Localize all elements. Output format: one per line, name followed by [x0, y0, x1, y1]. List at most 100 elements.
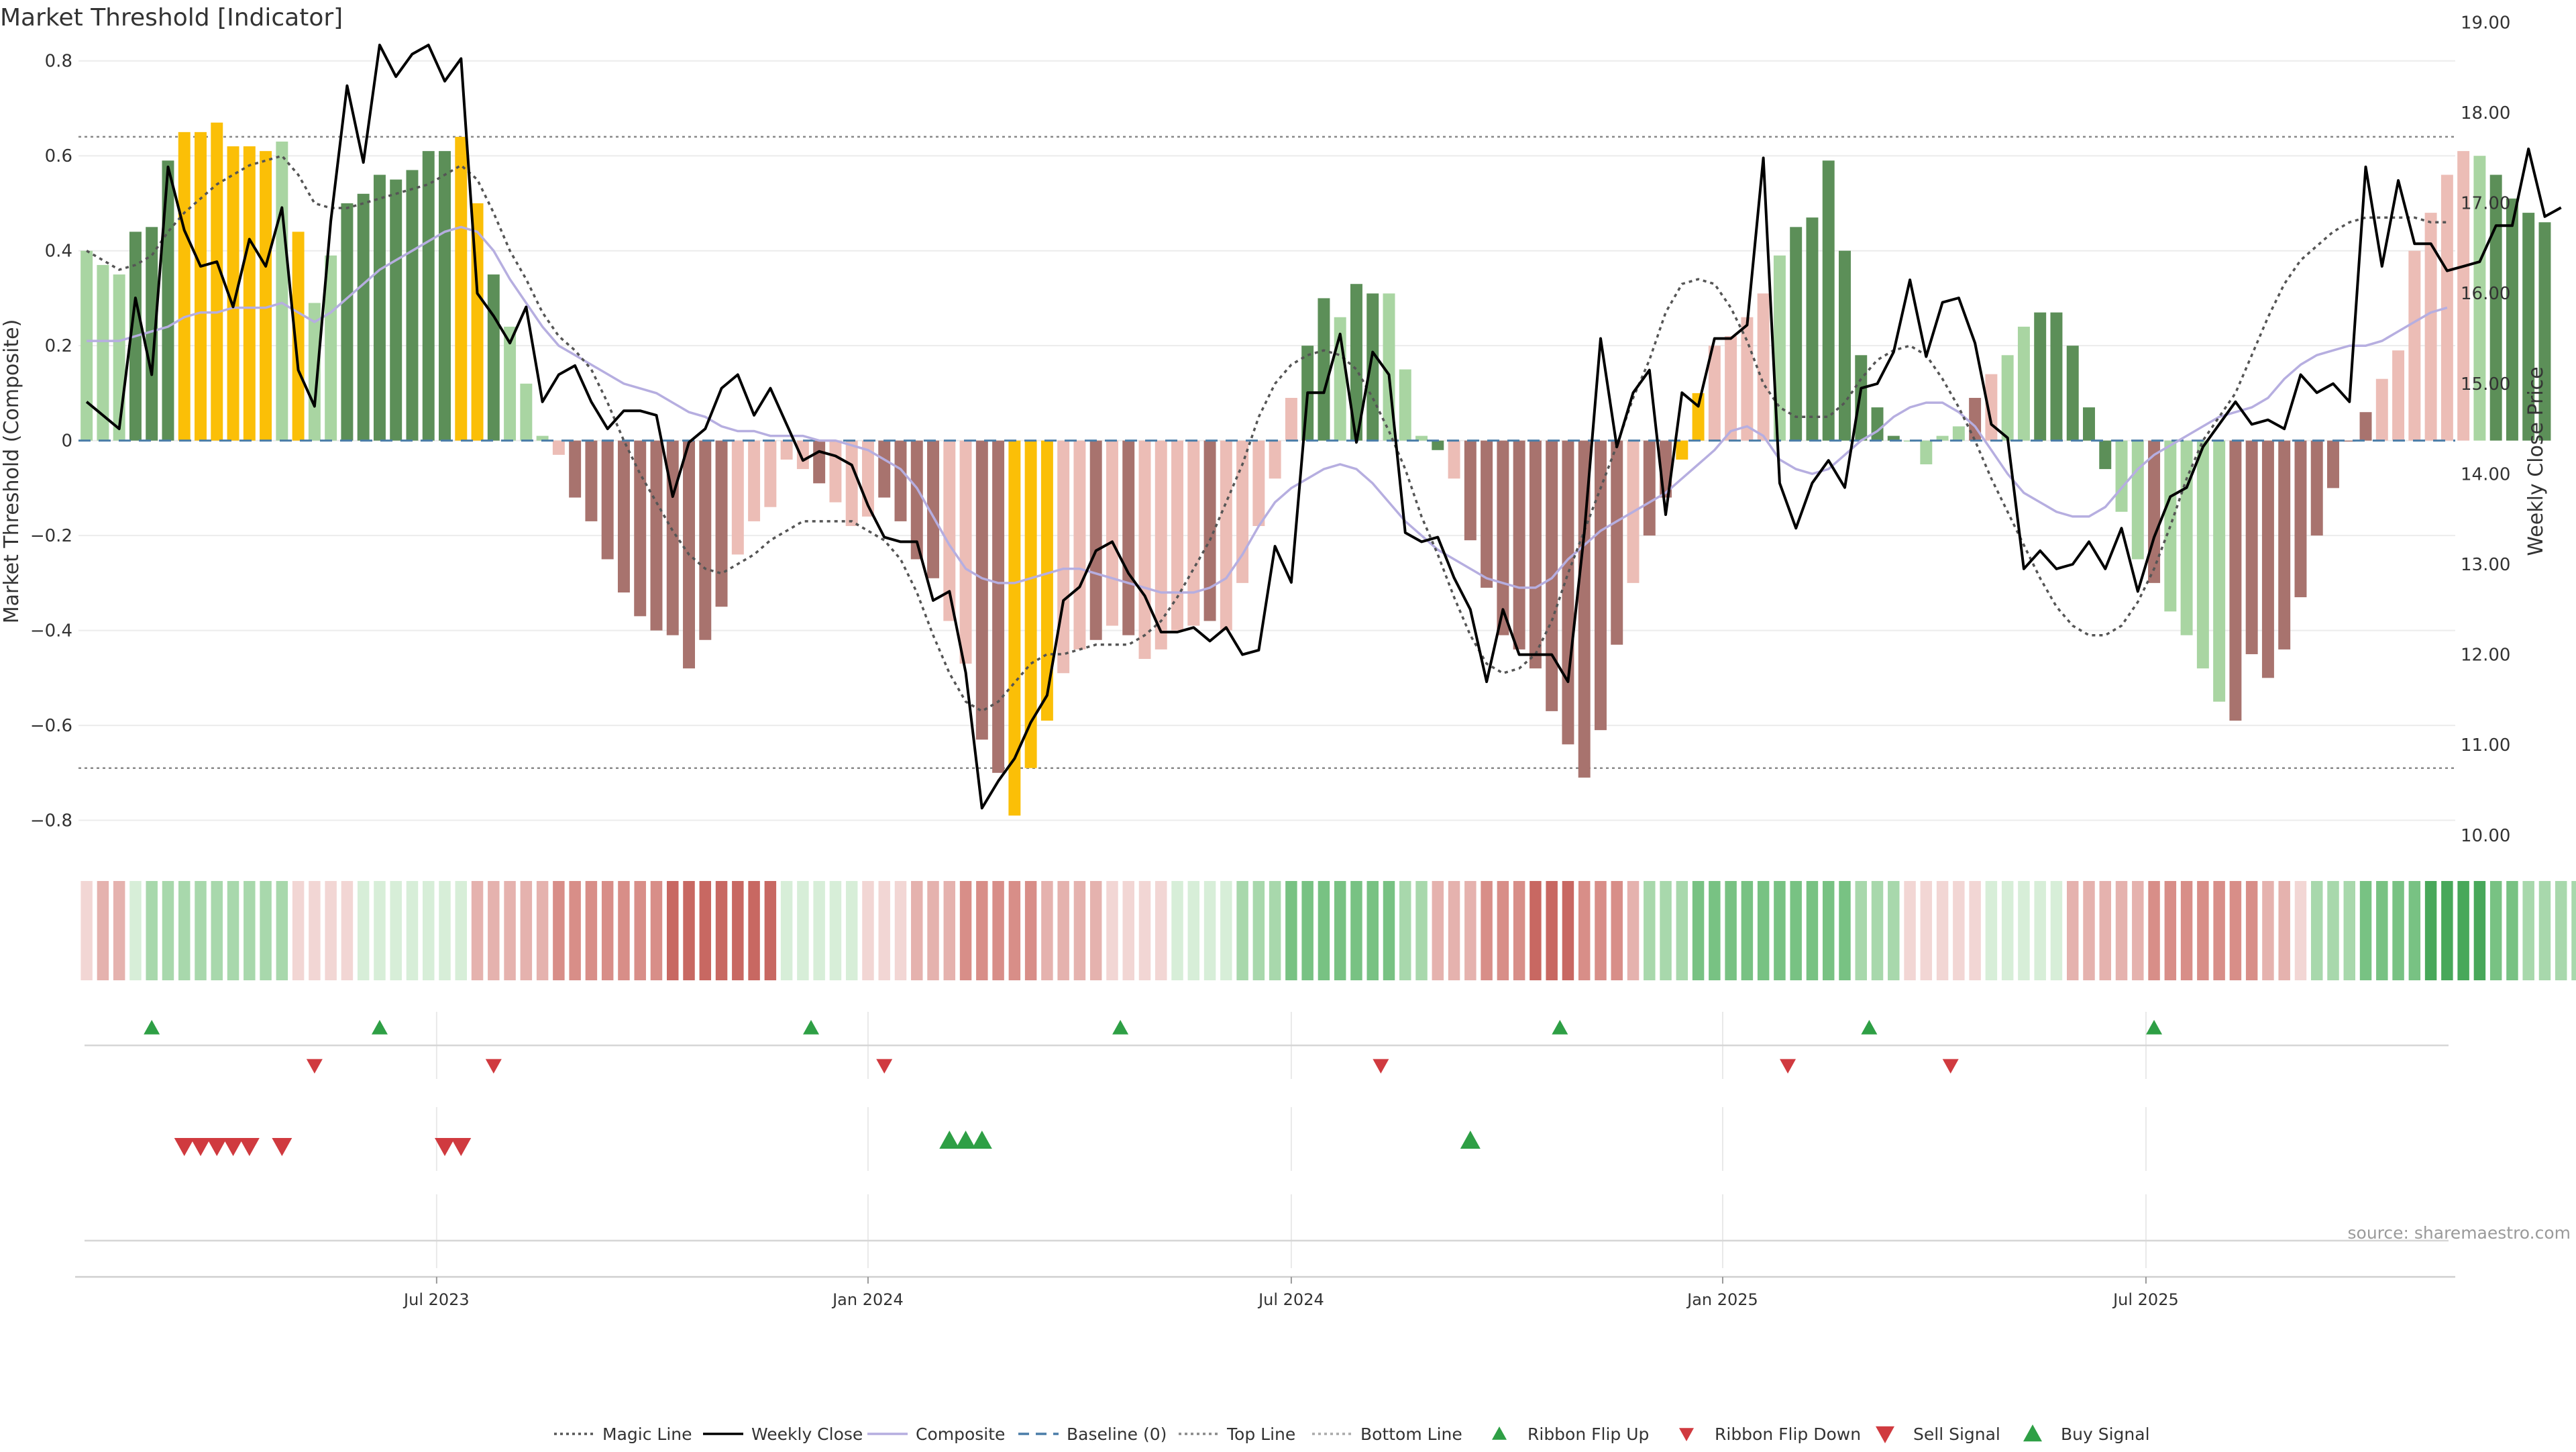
- buy-signal-marker: [971, 1131, 992, 1149]
- composite-bar: [520, 383, 533, 441]
- ribbon-cell: [878, 881, 890, 980]
- composite-bar: [162, 160, 174, 441]
- composite-bar: [2245, 440, 2258, 654]
- ribbon-cell: [1757, 881, 1770, 980]
- chart-title: Market Threshold [Indicator]: [0, 4, 343, 32]
- legend-label: Top Line: [1226, 1424, 1295, 1444]
- ribbon-cell: [1236, 881, 1248, 980]
- x-tick-label: Jul 2025: [2112, 1290, 2179, 1309]
- ribbon-cell: [1318, 881, 1330, 980]
- ribbon-cell: [2066, 881, 2079, 980]
- ribbon-cell: [943, 881, 956, 980]
- buy-signal-marker: [1460, 1131, 1481, 1149]
- composite-bar: [1985, 374, 1998, 441]
- ribbon-cell: [1871, 881, 1884, 980]
- y-right-tick-label: 13.00: [2461, 555, 2510, 575]
- ribbon-cell: [1985, 881, 1998, 980]
- ribbon-cell: [1546, 881, 1558, 980]
- y-left-tick-label: 0.8: [45, 52, 72, 72]
- composite-bar: [617, 440, 630, 593]
- ribbon-cell: [146, 881, 158, 980]
- composite-bar: [422, 151, 435, 441]
- legend-item: Sell Signal: [1876, 1424, 2000, 1444]
- ribbon-cell: [829, 881, 842, 980]
- composite-bar: [439, 151, 451, 441]
- composite-bar: [780, 440, 793, 460]
- ribbon-cell: [992, 881, 1004, 980]
- ribbon-cell: [1041, 881, 1053, 980]
- composite-bar: [1822, 160, 1835, 441]
- y-left-tick-label: −0.4: [30, 621, 72, 641]
- composite-bar: [1203, 440, 1216, 621]
- ribbon-cell: [80, 881, 93, 980]
- ribbon-cell: [1822, 881, 1835, 980]
- ribbon-cell: [2522, 881, 2534, 980]
- ribbon-cell: [1692, 881, 1705, 980]
- legend-item: Baseline (0): [1018, 1424, 1167, 1444]
- sell-signal-marker: [239, 1138, 260, 1156]
- legend-item: Magic Line: [554, 1424, 692, 1444]
- legend-swatch: [1492, 1427, 1507, 1440]
- ribbon-cell: [1660, 881, 1672, 980]
- ribbon-cell: [862, 881, 874, 980]
- ribbon-cell: [113, 881, 125, 980]
- x-tick-label: Jul 2023: [402, 1290, 470, 1309]
- composite-bar: [2196, 440, 2209, 669]
- legend-item: Top Line: [1179, 1424, 1295, 1444]
- composite-bar: [276, 141, 288, 441]
- composite-bar: [1594, 440, 1607, 731]
- ribbon-cell: [520, 881, 533, 980]
- ribbon-cell: [2034, 881, 2046, 980]
- composite-bar: [1936, 435, 1949, 441]
- ribbon-cell: [1936, 881, 1949, 980]
- composite-bar: [1448, 440, 1460, 479]
- ribbon-cell: [2180, 881, 2193, 980]
- ribbon-cell: [1676, 881, 1688, 980]
- legend-item: Bottom Line: [1312, 1424, 1462, 1444]
- y-right-tick-label: 15.00: [2461, 374, 2510, 395]
- ribbon-cell: [927, 881, 939, 980]
- composite-bars: [80, 122, 2551, 816]
- ribbon-cell: [162, 881, 174, 980]
- ribbon-cell: [1578, 881, 1591, 980]
- ribbon-cell: [780, 881, 793, 980]
- composite-bar: [894, 440, 907, 521]
- composite-bar: [2164, 440, 2177, 612]
- composite-bar: [1806, 217, 1819, 441]
- composite-bar: [325, 255, 337, 441]
- composite-bar: [2083, 407, 2095, 441]
- composite-bar: [2506, 198, 2518, 441]
- ribbon-cell: [2083, 881, 2095, 980]
- ribbon-flip-up-marker: [1112, 1020, 1129, 1035]
- ribbon-cell: [553, 881, 565, 980]
- y-right-tick-label: 14.00: [2461, 464, 2510, 484]
- ribbon-cell: [1301, 881, 1313, 980]
- ribbon-cell: [1269, 881, 1281, 980]
- composite-bar: [2148, 440, 2161, 583]
- composite-bar: [1040, 440, 1053, 721]
- composite-bar: [97, 264, 109, 441]
- ribbon-cell: [1024, 881, 1037, 980]
- composite-bar: [1024, 440, 1037, 768]
- composite-bar: [715, 440, 728, 607]
- ribbon-cell: [683, 881, 695, 980]
- composite-bar: [2131, 440, 2144, 560]
- x-tick-label: Jan 2024: [831, 1290, 904, 1309]
- y-right-tick-label: 18.00: [2461, 103, 2510, 123]
- ribbon-cell: [2197, 881, 2209, 980]
- composite-bar: [1187, 440, 1200, 626]
- composite-bar: [2261, 440, 2274, 678]
- composite-bar: [390, 179, 402, 441]
- composite-bar: [243, 146, 256, 441]
- ribbon-cell: [1106, 881, 1118, 980]
- y-left-tick-label: 0.6: [45, 146, 72, 166]
- composite-bar: [2538, 222, 2551, 441]
- y-right-tick-label: 17.00: [2461, 194, 2510, 214]
- ribbon-cell: [390, 881, 402, 980]
- composite-bar: [1432, 440, 1444, 450]
- y-right-tick-label: 10.00: [2461, 826, 2510, 846]
- ribbon-cell: [1220, 881, 1232, 980]
- ribbon-flip-up-marker: [1552, 1020, 1568, 1035]
- ribbon-cell: [748, 881, 760, 980]
